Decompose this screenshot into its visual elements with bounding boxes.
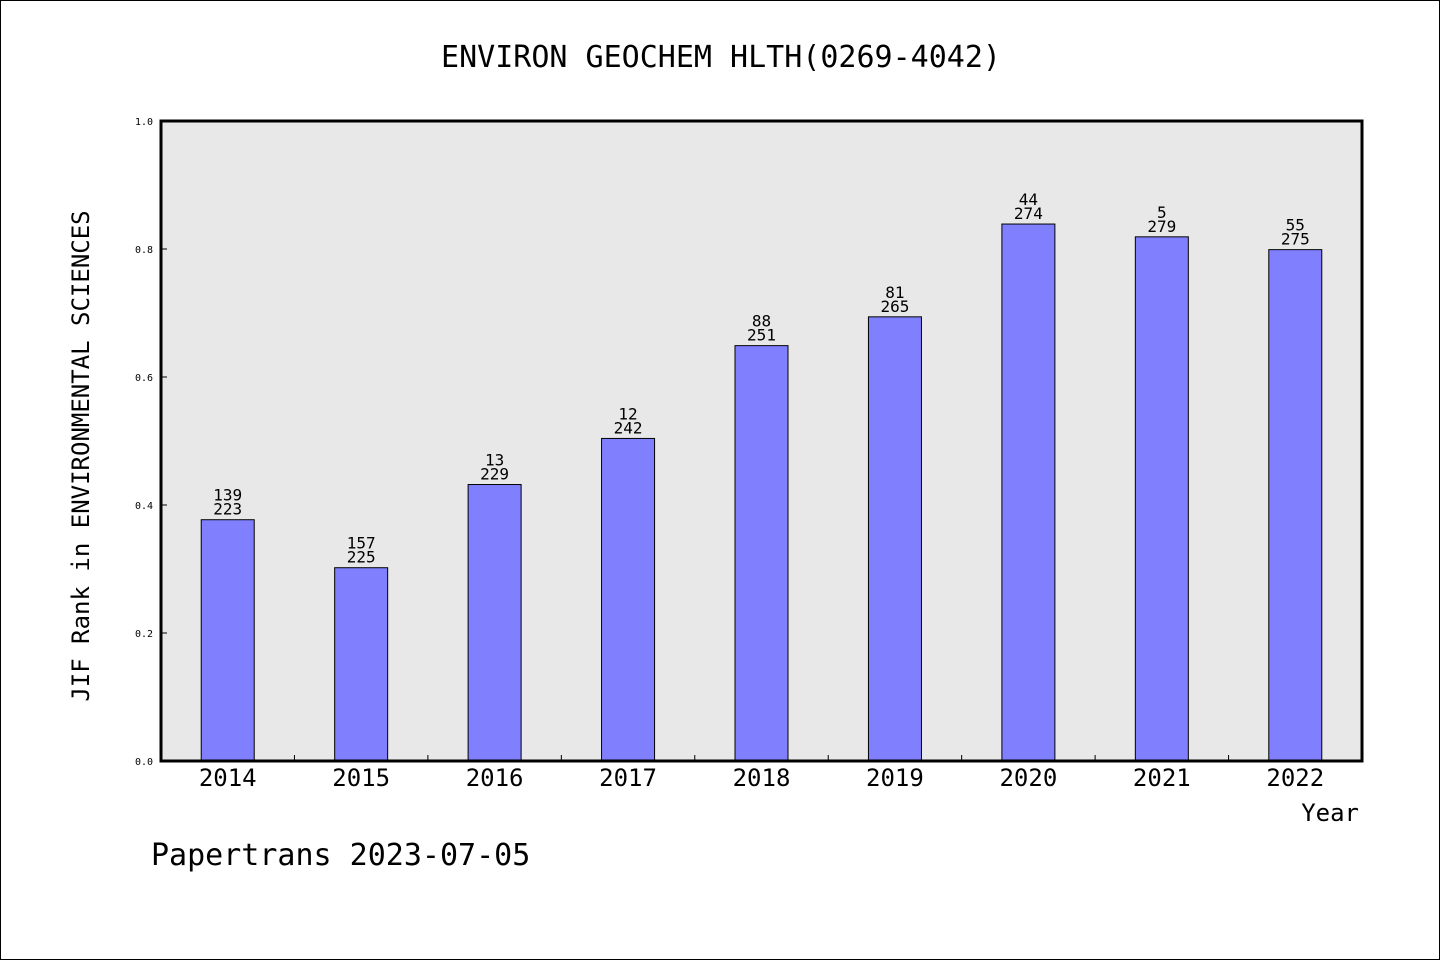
- bar-2017: [601, 437, 656, 762]
- y-tick-label: 0.6: [135, 373, 153, 384]
- chart-title: ENVIRON GEOCHEM HLTH(0269-4042): [441, 40, 1001, 75]
- x-tick-label: 2019: [866, 764, 924, 792]
- y-tick-label: 0.2: [135, 629, 153, 640]
- bar-total-label: 279: [1147, 217, 1176, 236]
- bar-rank-label: 5: [1157, 203, 1167, 222]
- bar-2018: [734, 345, 789, 762]
- bar-2015: [334, 567, 389, 762]
- y-axis-label: JIF Rank in ENVIRONMENTAL SCIENCES: [67, 210, 95, 701]
- bar-2021: [1134, 236, 1189, 762]
- bar-rank-label: 81: [885, 283, 904, 302]
- bar-2022: [1268, 249, 1323, 762]
- x-axis: 2014 2015 2016 2017 2018 2019 2020 2021 2022: [199, 755, 1324, 792]
- bar-rank-label: 88: [752, 312, 771, 331]
- bar-total-label: 275: [1281, 230, 1310, 249]
- bar-2019: [867, 316, 922, 762]
- footer-credit: Papertrans 2023-07-05: [151, 838, 530, 873]
- bar-rank-label: 44: [1019, 190, 1038, 209]
- bar-2014: [200, 519, 255, 762]
- bar-rank-label: 55: [1286, 216, 1305, 235]
- bars: [200, 223, 1323, 762]
- bar-total-label: 229: [480, 465, 509, 484]
- bar-total-label: 265: [880, 297, 909, 316]
- x-tick-label: 2020: [999, 764, 1057, 792]
- y-tick-label: 0.8: [135, 245, 153, 256]
- bar-total-label: 274: [1014, 204, 1043, 223]
- y-tick-label: 0.0: [135, 757, 153, 768]
- y-tick-label: 1.0: [135, 117, 153, 128]
- y-tick-label: 0.4: [135, 501, 153, 512]
- x-tick-label: 2014: [199, 764, 257, 792]
- bar-rank-label: 12: [618, 404, 637, 423]
- bar-2020: [1001, 223, 1056, 762]
- bar-total-label: 223: [213, 500, 242, 519]
- bar-rank-label: 13: [485, 451, 504, 470]
- bar-2016: [467, 484, 522, 762]
- plot-border: [159, 119, 1364, 763]
- x-tick-label: 2016: [466, 764, 524, 792]
- bar-total-label: 242: [614, 418, 643, 437]
- bar-total-label: 251: [747, 326, 776, 345]
- x-tick-label: 2018: [733, 764, 791, 792]
- bar-rank-label: 157: [347, 534, 376, 553]
- x-tick-label: 2017: [599, 764, 657, 792]
- bar-total-label: 225: [347, 548, 376, 567]
- x-tick-label: 2015: [332, 764, 390, 792]
- x-tick-label: 2022: [1266, 764, 1324, 792]
- x-tick-label: 2021: [1133, 764, 1191, 792]
- bar-rank-label: 139: [213, 486, 242, 505]
- x-axis-label: Year: [1301, 799, 1359, 827]
